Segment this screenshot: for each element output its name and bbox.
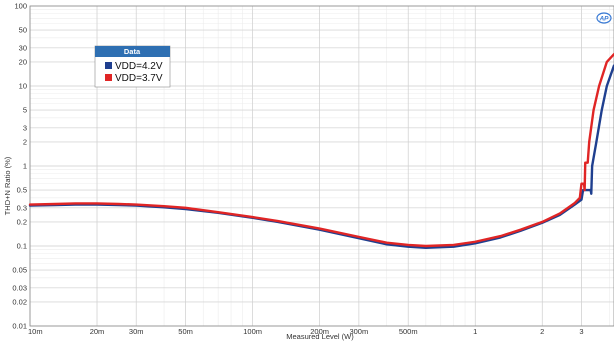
y-tick-label: 5 [23, 106, 27, 115]
x-tick-label: 20m [90, 327, 105, 336]
y-tick-label: 10 [19, 82, 27, 91]
legend-label-vdd-3-7v: VDD=3.7V [115, 73, 163, 84]
y-tick-label: 0.01 [12, 322, 27, 331]
y-axis-title: THD+N Ratio (%) [3, 156, 12, 215]
y-tick-label: 1 [23, 162, 27, 171]
y-tick-label: 2 [23, 137, 27, 146]
y-tick-label: 100 [14, 2, 27, 11]
y-tick-label: 0.2 [17, 217, 27, 226]
x-tick-label: 50m [178, 327, 193, 336]
x-tick-label: 1 [473, 327, 477, 336]
y-tick-label: 0.05 [12, 266, 27, 275]
y-tick-label: 3 [23, 123, 27, 132]
x-tick-label: 10m [28, 327, 43, 336]
y-tick-label: 0.1 [17, 242, 27, 251]
y-tick-labels: 0.01 0.02 0.03 0.05 0.1 0.2 0.3 0.5 1 2 3 5 10 20 30 50… [12, 2, 27, 331]
x-tick-label: 200m [310, 327, 329, 336]
x-tick-label: 100m [243, 327, 262, 336]
plot-frame [29, 5, 614, 327]
x-tick-label: 500m [399, 327, 418, 336]
legend-swatch-vdd-4-2v [105, 62, 112, 69]
y-tick-label: 30 [19, 43, 27, 52]
y-tick-label: 0.03 [12, 283, 27, 292]
y-tick-label: 0.3 [17, 203, 27, 212]
x-axis-title: Measured Level (W) [286, 332, 354, 341]
series-layer [28, 52, 614, 249]
y-tick-label: 0.5 [17, 186, 27, 195]
series-line-vdd-3-7v [28, 52, 614, 248]
legend-label-vdd-4-2v: VDD=4.2V [115, 61, 163, 72]
x-tick-label: 300m [349, 327, 368, 336]
y-tick-label: 0.02 [12, 297, 27, 306]
ap-logo-icon: AP [596, 12, 612, 24]
legend-header [95, 46, 170, 57]
x-tick-label: 2 [540, 327, 544, 336]
legend: Data VDD=4.2V VDD=3.7V [94, 45, 171, 88]
y-tick-label: 20 [19, 57, 27, 66]
y-tick-label: 50 [19, 26, 27, 35]
x-tick-label: 30m [129, 327, 144, 336]
x-tick-label: 3 [579, 327, 583, 336]
legend-title: Data [124, 47, 141, 56]
x-tick-labels: 10m 20m 30m 50m 100m 200m 300m 500m 1 2 3 [28, 327, 584, 336]
svg-text:AP: AP [598, 16, 609, 23]
legend-swatch-vdd-3-7v [105, 74, 112, 81]
